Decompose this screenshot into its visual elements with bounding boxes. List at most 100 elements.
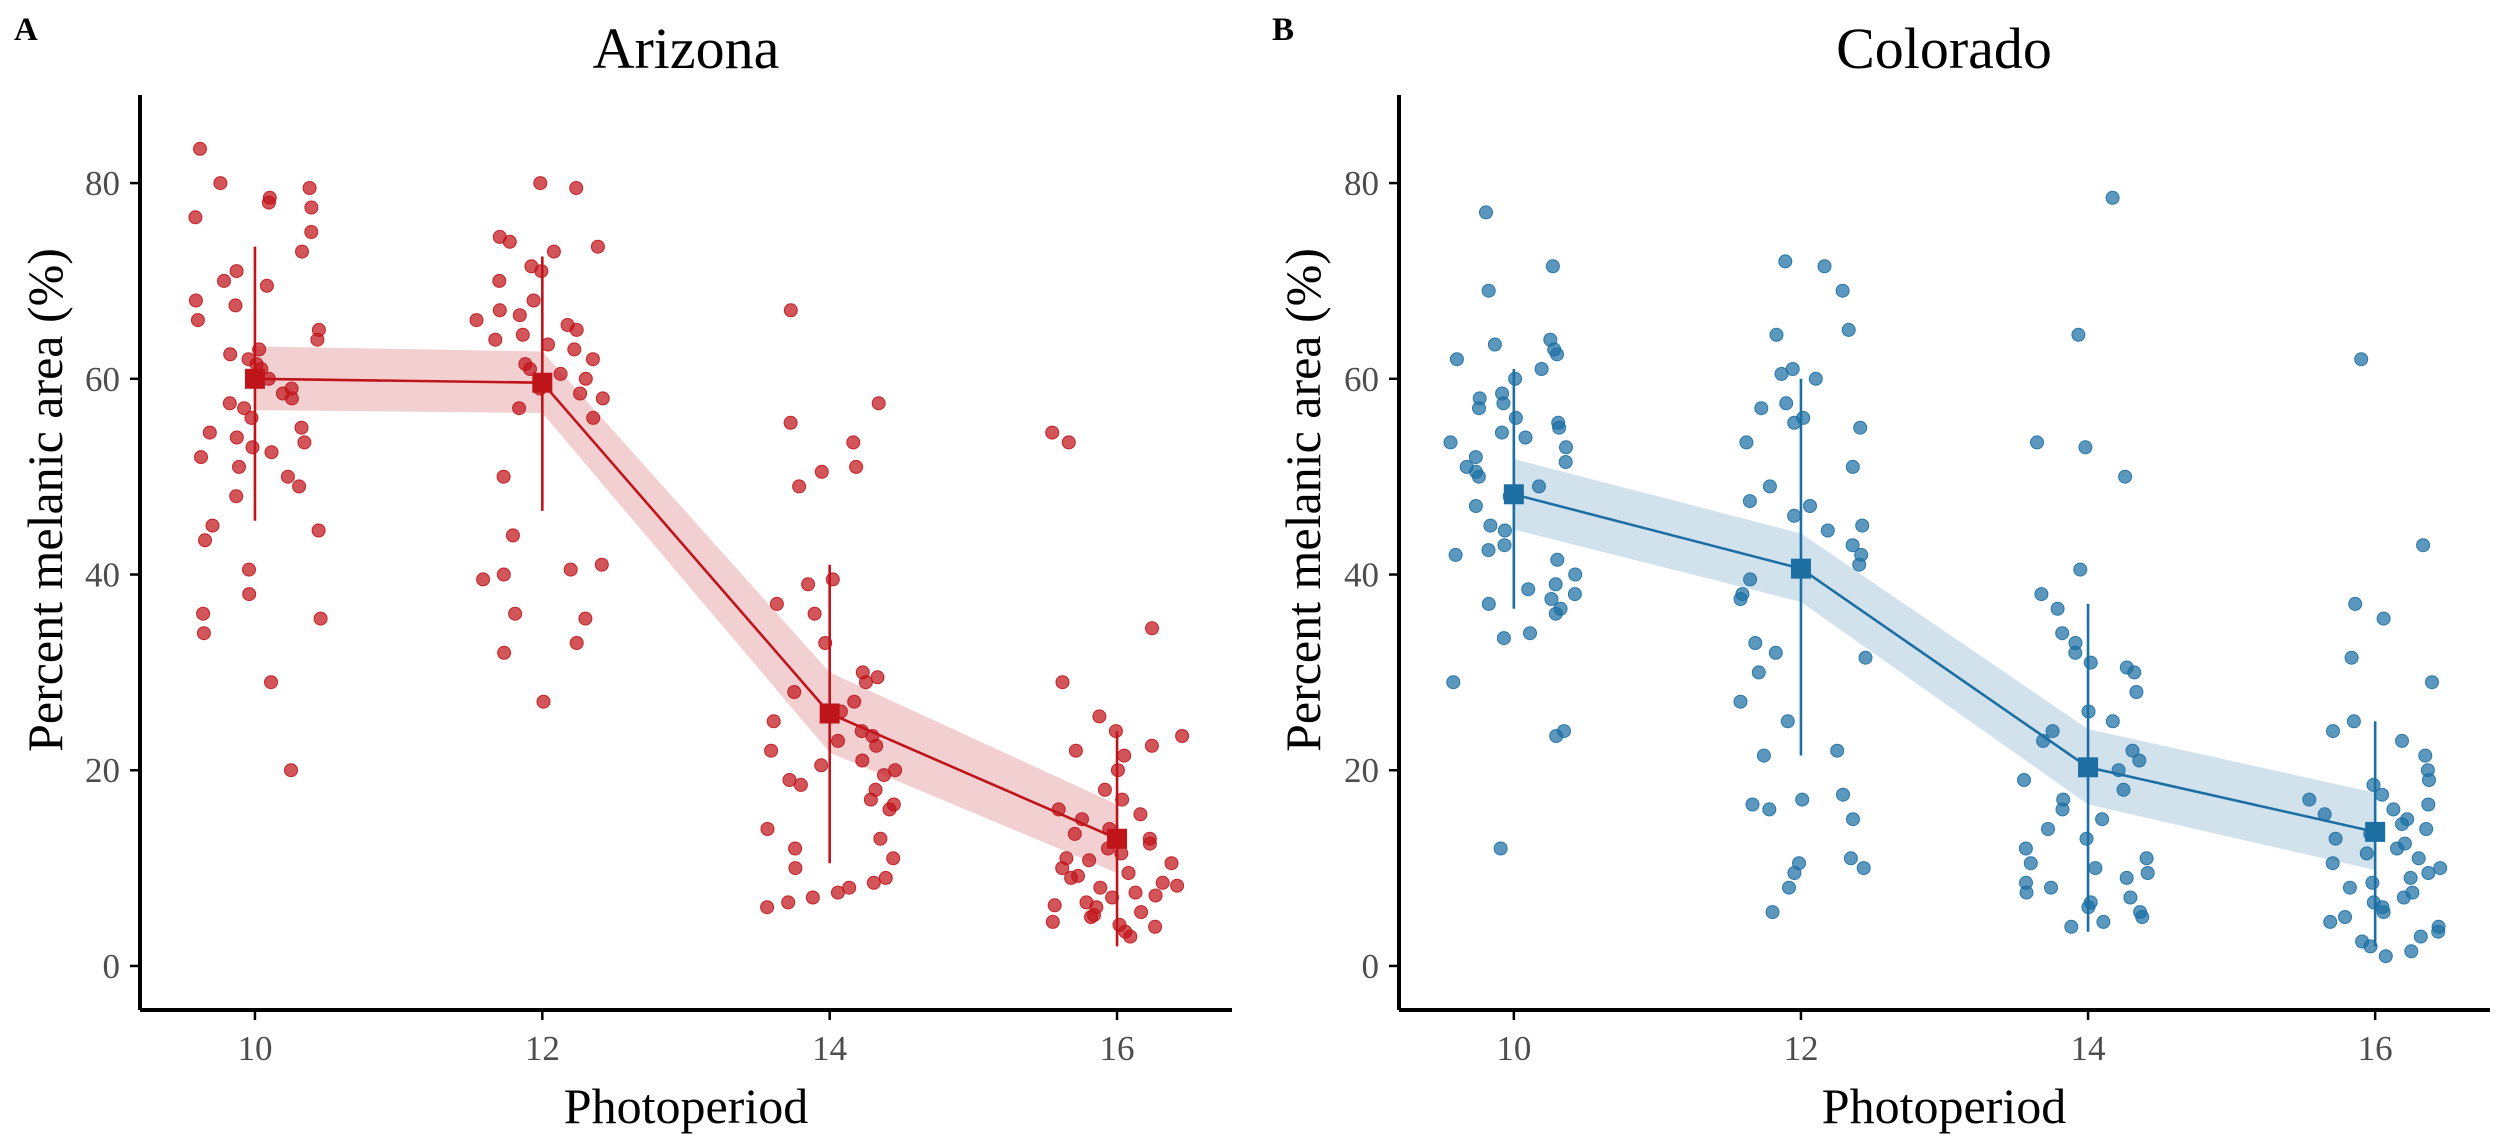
data-point xyxy=(2363,939,2378,954)
mean-marker xyxy=(1107,828,1128,849)
data-point xyxy=(1544,592,1559,606)
data-point xyxy=(2034,587,2049,602)
data-point xyxy=(1472,401,1486,416)
x-tick-label: 12 xyxy=(525,1029,560,1068)
data-point xyxy=(1068,743,1083,758)
data-point xyxy=(261,195,276,210)
confidence-band xyxy=(254,346,1118,873)
y-tick-label: 20 xyxy=(1344,751,1379,790)
plot-area: 0 20 40 60 80 10 12 14 16 xyxy=(1344,95,2490,1068)
data-point xyxy=(569,181,584,195)
data-point xyxy=(788,841,803,856)
data-point xyxy=(814,464,829,479)
data-point xyxy=(2132,753,2147,768)
raw-points xyxy=(188,141,1190,944)
data-point xyxy=(1548,606,1563,621)
data-point xyxy=(1497,538,1512,553)
data-point xyxy=(2105,190,2120,205)
data-point xyxy=(2083,655,2098,670)
data-point xyxy=(2421,797,2436,812)
data-point xyxy=(523,362,537,376)
data-point xyxy=(781,895,796,910)
data-point xyxy=(2078,440,2093,455)
data-point xyxy=(229,430,244,445)
data-point xyxy=(1148,888,1163,903)
data-point xyxy=(830,885,845,900)
data-point xyxy=(196,606,211,621)
data-point xyxy=(2416,538,2431,553)
data-point xyxy=(783,303,798,318)
data-point xyxy=(1494,425,1509,440)
data-point xyxy=(1845,538,1860,553)
data-point xyxy=(2041,822,2055,836)
data-point xyxy=(508,606,523,621)
data-point xyxy=(2140,866,2155,880)
data-point xyxy=(202,425,217,440)
plot-area: 0 20 40 60 80 10 12 14 16 xyxy=(85,95,1232,1068)
data-point xyxy=(512,308,527,323)
data-point xyxy=(1846,812,1860,827)
y-axis-title: Percent melanic area (%) xyxy=(1275,248,1331,752)
data-point xyxy=(2044,880,2058,895)
data-point xyxy=(2030,435,2044,450)
data-point xyxy=(1742,494,1757,509)
data-point xyxy=(2376,611,2391,626)
data-point xyxy=(863,792,878,807)
data-point xyxy=(1534,362,1549,376)
data-point xyxy=(1093,880,1108,895)
data-point xyxy=(1733,694,1748,709)
data-point xyxy=(313,611,328,626)
data-point xyxy=(1148,919,1163,934)
y-tick-label: 80 xyxy=(1344,164,1379,203)
data-point xyxy=(1481,543,1496,558)
data-point xyxy=(2342,880,2357,895)
data-point xyxy=(2123,890,2138,905)
data-point xyxy=(2127,665,2142,680)
data-point xyxy=(1115,792,1130,807)
y-axis-title: Percent melanic area (%) xyxy=(17,248,73,752)
x-tick-label: 14 xyxy=(812,1029,847,1068)
data-point xyxy=(1045,914,1060,929)
data-point xyxy=(2116,782,2131,797)
data-point xyxy=(1497,523,1512,538)
data-point xyxy=(294,420,309,435)
data-point xyxy=(526,293,541,308)
data-point xyxy=(831,733,845,748)
data-point xyxy=(1856,861,1871,876)
data-point xyxy=(1559,440,1573,455)
data-point xyxy=(2395,733,2409,748)
mean-marker xyxy=(2078,757,2099,778)
data-point xyxy=(496,567,511,582)
data-point xyxy=(1175,729,1190,743)
data-point xyxy=(873,831,888,846)
data-point xyxy=(1092,709,1107,724)
data-point xyxy=(524,259,539,274)
data-point xyxy=(546,244,561,259)
y-tick-label: 20 xyxy=(85,751,120,790)
data-point xyxy=(847,694,862,709)
data-point xyxy=(2017,773,2031,787)
data-point xyxy=(222,396,237,411)
data-point xyxy=(302,181,317,195)
data-point xyxy=(188,293,203,308)
data-point xyxy=(2390,841,2404,856)
data-point xyxy=(1071,868,1085,883)
data-point xyxy=(807,606,822,621)
data-point xyxy=(1128,885,1143,900)
data-point xyxy=(793,777,808,792)
data-point xyxy=(1808,371,1823,386)
data-point xyxy=(553,366,568,381)
data-point xyxy=(1481,283,1496,298)
data-point xyxy=(2068,645,2083,660)
data-point xyxy=(1817,259,1832,274)
data-point xyxy=(2023,856,2038,871)
data-point xyxy=(2418,748,2433,763)
y-tick-label: 60 xyxy=(85,360,120,399)
data-point xyxy=(1105,890,1120,905)
data-point xyxy=(1117,748,1132,763)
data-point xyxy=(2326,724,2340,739)
data-point xyxy=(1855,518,1870,533)
data-point xyxy=(1739,435,1754,450)
mean-line xyxy=(1513,493,2376,834)
data-point xyxy=(188,210,203,225)
